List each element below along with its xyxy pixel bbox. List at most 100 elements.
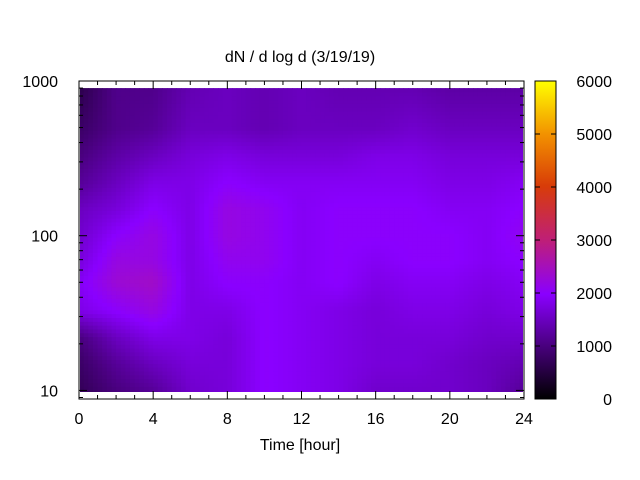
heatmap-cell <box>236 378 242 383</box>
heatmap-cell <box>129 347 136 353</box>
heatmap-cell <box>88 279 94 284</box>
heatmap-cell <box>213 175 219 181</box>
heatmap-cell <box>278 191 284 196</box>
heatmap-cell <box>167 168 173 173</box>
heatmap-cell <box>116 271 122 276</box>
heatmap-cell <box>333 271 340 276</box>
heatmap-cell <box>199 202 205 208</box>
heatmap-cell <box>301 298 307 303</box>
heatmap-cell <box>134 260 140 265</box>
heatmap-cell <box>111 153 117 158</box>
heatmap-cell <box>106 256 113 261</box>
heatmap-cell <box>250 283 256 288</box>
heatmap-cell <box>97 244 103 250</box>
heatmap-cell <box>157 206 164 211</box>
heatmap-cell <box>153 233 159 238</box>
heatmap-cell <box>347 229 354 234</box>
heatmap-cell <box>208 118 215 124</box>
heatmap-cell <box>236 210 242 215</box>
heatmap-cell <box>129 382 136 387</box>
heatmap-cell <box>352 271 358 276</box>
heatmap-cell <box>287 378 293 383</box>
heatmap-cell <box>338 118 344 124</box>
heatmap-cell <box>222 237 228 242</box>
heatmap-cell <box>264 328 270 334</box>
heatmap-cell <box>278 229 284 234</box>
heatmap-cell <box>287 118 293 124</box>
heatmap-cell <box>167 111 173 116</box>
heatmap-cell <box>80 111 85 116</box>
heatmap-cell <box>324 221 330 227</box>
heatmap-cell <box>315 183 321 189</box>
heatmap-cell <box>208 233 215 238</box>
heatmap-cell <box>162 309 168 315</box>
heatmap-cell <box>171 99 177 104</box>
heatmap-cell <box>88 210 94 215</box>
heatmap-cell <box>157 298 164 303</box>
heatmap-cell <box>83 221 89 227</box>
heatmap-cell <box>125 122 131 127</box>
heatmap-cell <box>282 298 289 303</box>
heatmap-cell <box>208 359 215 364</box>
heatmap-cell <box>88 111 94 116</box>
heatmap-cell <box>185 229 191 234</box>
heatmap-cell <box>278 114 284 120</box>
heatmap-cell <box>255 191 261 196</box>
heatmap-cell <box>241 141 247 147</box>
heatmap-cell <box>296 133 303 139</box>
heatmap-cell <box>88 149 94 154</box>
heatmap-cell <box>171 263 177 269</box>
heatmap-cell <box>194 126 201 131</box>
heatmap-cell <box>315 122 321 127</box>
heatmap-cell <box>213 290 219 296</box>
heatmap-cell <box>129 271 136 276</box>
heatmap-cell <box>176 172 182 177</box>
heatmap-cell <box>213 218 219 223</box>
heatmap-cell <box>352 244 358 250</box>
heatmap-cell <box>329 374 335 380</box>
heatmap-cell <box>185 309 191 315</box>
heatmap-cell <box>301 367 307 372</box>
heatmap-cell <box>287 172 293 177</box>
heatmap-cell <box>218 294 224 299</box>
heatmap-cell <box>320 130 326 135</box>
heatmap-cell <box>88 175 94 181</box>
heatmap-cell <box>292 305 298 311</box>
heatmap-cell <box>259 210 266 215</box>
heatmap-cell <box>213 386 219 391</box>
heatmap-cell <box>343 305 349 311</box>
heatmap-cell <box>231 263 238 269</box>
heatmap-cell <box>218 309 224 315</box>
heatmap-cell <box>231 344 238 349</box>
heatmap-cell <box>171 351 177 357</box>
heatmap-cell <box>222 172 228 177</box>
heatmap-cell <box>129 298 136 303</box>
heatmap-cell <box>194 271 201 276</box>
heatmap-cell <box>343 95 349 101</box>
heatmap-cell <box>83 103 89 108</box>
heatmap-cell <box>329 237 335 242</box>
heatmap-cell <box>222 149 228 154</box>
heatmap-cell <box>333 370 340 376</box>
heatmap-cell <box>241 283 247 288</box>
heatmap-cell <box>162 175 168 181</box>
heatmap-cell <box>180 267 187 273</box>
heatmap-cell <box>269 149 275 154</box>
heatmap-cell <box>213 279 219 284</box>
heatmap-cell <box>343 336 349 341</box>
heatmap-cell <box>125 172 131 177</box>
heatmap-cell <box>241 214 247 219</box>
heatmap-cell <box>306 370 312 376</box>
heatmap-cell <box>102 275 108 280</box>
heatmap-cell <box>282 271 289 276</box>
heatmap-cell <box>310 260 317 265</box>
heatmap-cell <box>97 370 103 376</box>
heatmap-cell <box>106 374 113 380</box>
heatmap-cell <box>134 325 140 330</box>
heatmap-cell <box>236 386 242 391</box>
heatmap-cell <box>343 137 349 143</box>
heatmap-cell <box>250 298 256 303</box>
heatmap-cell <box>120 263 126 269</box>
heatmap-cell <box>338 202 344 208</box>
heatmap-cell <box>148 328 154 334</box>
